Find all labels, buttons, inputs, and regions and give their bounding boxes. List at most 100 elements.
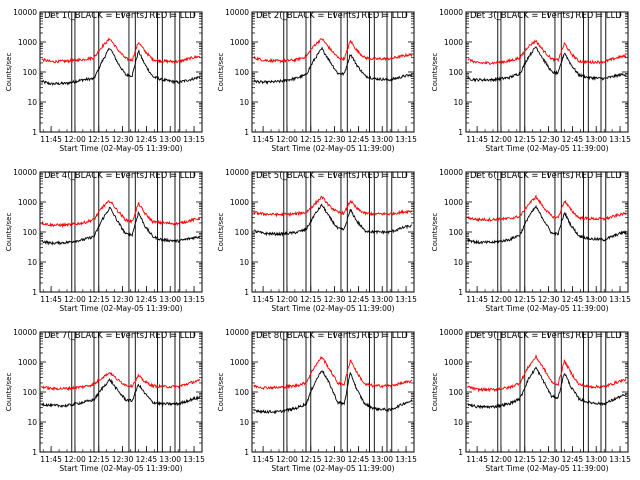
x-tick-label: 12:15: [88, 455, 110, 464]
series-line-events: [41, 47, 201, 87]
x-tick-label: 12:15: [300, 455, 322, 464]
y-tick-label: 100: [235, 388, 250, 397]
y-axis-label: Counts/sec: [217, 373, 225, 412]
chart-title: Det 2(_BLACK = Events, RED = LLD: [256, 11, 408, 21]
x-tick-label: 13:00: [159, 135, 181, 144]
y-tick-label: 1: [32, 288, 37, 297]
series-line-lld: [253, 195, 413, 218]
chart-title: Det 5(_BLACK = Events, RED = LLD: [256, 171, 408, 181]
chart-title: Det 6(_BLACK = Events, RED = LLD: [470, 171, 622, 181]
x-tick-label: 13:15: [183, 455, 205, 464]
chart-panel-1: 1 10 100 1000 10000 11:45 12:00 12:15 12:30 12:45…: [5, 8, 205, 153]
chart-panel-3: 1 10 100 1000 10000 11:45 12:00 12:15 12:30 12:45…: [431, 8, 631, 153]
y-tick-label: 1: [244, 288, 249, 297]
x-tick-label: 11:45: [466, 295, 488, 304]
chart-title: Det 7(_BLACK = Events, RED = LLD: [44, 331, 196, 341]
y-tick-label: 10: [453, 98, 463, 107]
y-tick-label: 10000: [13, 168, 37, 177]
chart-title: Det 8(_BLACK = Events, RED = LLD: [256, 331, 408, 341]
x-tick-label: 11:45: [252, 135, 274, 144]
series-line-lld: [253, 355, 413, 390]
series-line-events: [467, 46, 627, 83]
x-tick-label: 13:00: [371, 295, 393, 304]
y-tick-label: 100: [23, 68, 38, 77]
x-axis-label: Start Time (02-May-05 11:39:00): [59, 144, 182, 153]
series-line-events: [41, 378, 201, 409]
chart-panel-6: 1 10 100 1000 10000 11:45 12:00 12:15 12:30 12:45…: [431, 168, 631, 313]
series-line-lld: [41, 37, 200, 65]
y-tick-label: 1000: [444, 198, 463, 207]
x-tick-label: 12:30: [112, 455, 134, 464]
x-tick-label: 12:00: [64, 295, 86, 304]
y-tick-label: 10000: [225, 168, 249, 177]
series-line-events: [253, 46, 413, 85]
x-tick-label: 12:30: [112, 135, 134, 144]
x-tick-label: 11:45: [252, 295, 274, 304]
x-tick-label: 12:15: [514, 455, 536, 464]
y-tick-label: 10000: [225, 328, 249, 337]
series-line-events: [253, 370, 413, 415]
y-tick-label: 1: [458, 288, 463, 297]
x-tick-label: 11:45: [40, 135, 62, 144]
x-tick-label: 11:45: [466, 135, 488, 144]
y-tick-label: 10000: [439, 168, 463, 177]
x-tick-label: 11:45: [40, 455, 62, 464]
y-tick-label: 1: [244, 448, 249, 457]
y-tick-label: 1000: [444, 38, 463, 47]
series-line-lld: [467, 353, 627, 393]
x-tick-label: 13:15: [183, 135, 205, 144]
x-tick-label: 12:15: [300, 135, 322, 144]
y-tick-label: 100: [449, 68, 464, 77]
series-line-events: [41, 206, 201, 246]
y-axis-label: Counts/sec: [5, 53, 13, 92]
chart-panel-2: 1 10 100 1000 10000 11:45 12:00 12:15 12:30 12:45…: [217, 8, 417, 153]
x-axis-label: Start Time (02-May-05 11:39:00): [485, 144, 608, 153]
series-line-events: [467, 366, 627, 410]
y-tick-label: 1000: [230, 358, 249, 367]
series-line-lld: [467, 39, 627, 66]
y-tick-label: 10: [27, 418, 37, 427]
y-axis-label: Counts/sec: [5, 213, 13, 252]
x-tick-label: 12:30: [538, 135, 560, 144]
x-tick-label: 12:45: [348, 135, 370, 144]
y-tick-label: 1000: [230, 38, 249, 47]
series-line-lld: [41, 200, 201, 228]
y-tick-label: 1: [458, 128, 463, 137]
chart-panel-5: 1 10 100 1000 10000 11:45 12:00 12:15 12:30 12:45…: [217, 168, 417, 313]
y-axis-label: Counts/sec: [431, 213, 439, 252]
y-axis-label: Counts/sec: [217, 213, 225, 252]
x-tick-label: 12:45: [562, 295, 584, 304]
y-axis-label: Counts/sec: [431, 373, 439, 412]
series-line-events: [253, 203, 413, 237]
x-tick-label: 11:45: [466, 455, 488, 464]
y-axis-label: Counts/sec: [217, 53, 225, 92]
x-tick-label: 12:00: [64, 455, 86, 464]
x-tick-label: 12:30: [538, 455, 560, 464]
x-axis-label: Start Time (02-May-05 11:39:00): [485, 304, 608, 313]
y-tick-label: 100: [235, 228, 250, 237]
y-tick-label: 10000: [439, 328, 463, 337]
x-tick-label: 12:30: [538, 295, 560, 304]
y-tick-label: 100: [449, 388, 464, 397]
y-tick-label: 100: [23, 388, 38, 397]
y-tick-label: 1000: [18, 358, 37, 367]
x-tick-label: 12:00: [64, 135, 86, 144]
x-tick-label: 12:30: [112, 295, 134, 304]
x-tick-label: 12:00: [490, 135, 512, 144]
y-tick-label: 10: [453, 258, 463, 267]
x-tick-label: 12:15: [300, 295, 322, 304]
x-tick-label: 12:00: [276, 135, 298, 144]
chart-panel-9: 1 10 100 1000 10000 11:45 12:00 12:15 12:30 12:45…: [431, 328, 631, 473]
y-tick-label: 1000: [18, 198, 37, 207]
x-tick-label: 13:15: [395, 455, 417, 464]
x-tick-label: 13:00: [585, 295, 607, 304]
y-tick-label: 10: [239, 98, 249, 107]
x-tick-label: 13:15: [609, 455, 631, 464]
series-line-events: [467, 204, 627, 245]
x-tick-label: 13:00: [585, 455, 607, 464]
y-tick-label: 10000: [439, 8, 463, 17]
x-tick-label: 12:45: [562, 455, 584, 464]
chart-panel-4: 1 10 100 1000 10000 11:45 12:00 12:15 12:30 12:45…: [5, 168, 205, 313]
